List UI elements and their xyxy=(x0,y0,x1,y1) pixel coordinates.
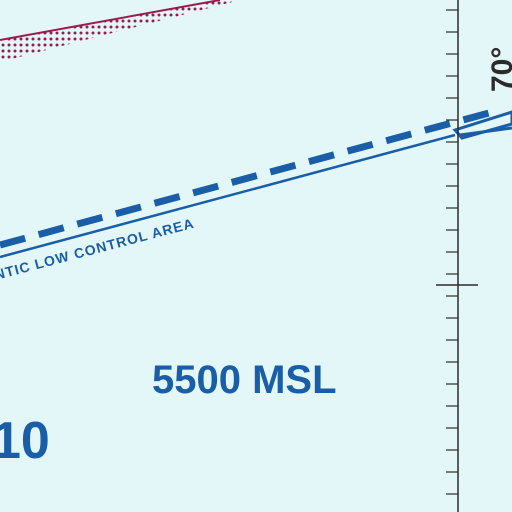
longitude-label: 70° xyxy=(486,47,512,92)
partial-number-label: 10 xyxy=(0,412,50,470)
meridian-ticks xyxy=(446,9,458,495)
restricted-area-border xyxy=(0,0,240,62)
control-area-boundary xyxy=(0,106,512,259)
meridian-line xyxy=(436,0,478,512)
altitude-label: 5500 MSL xyxy=(152,358,337,402)
